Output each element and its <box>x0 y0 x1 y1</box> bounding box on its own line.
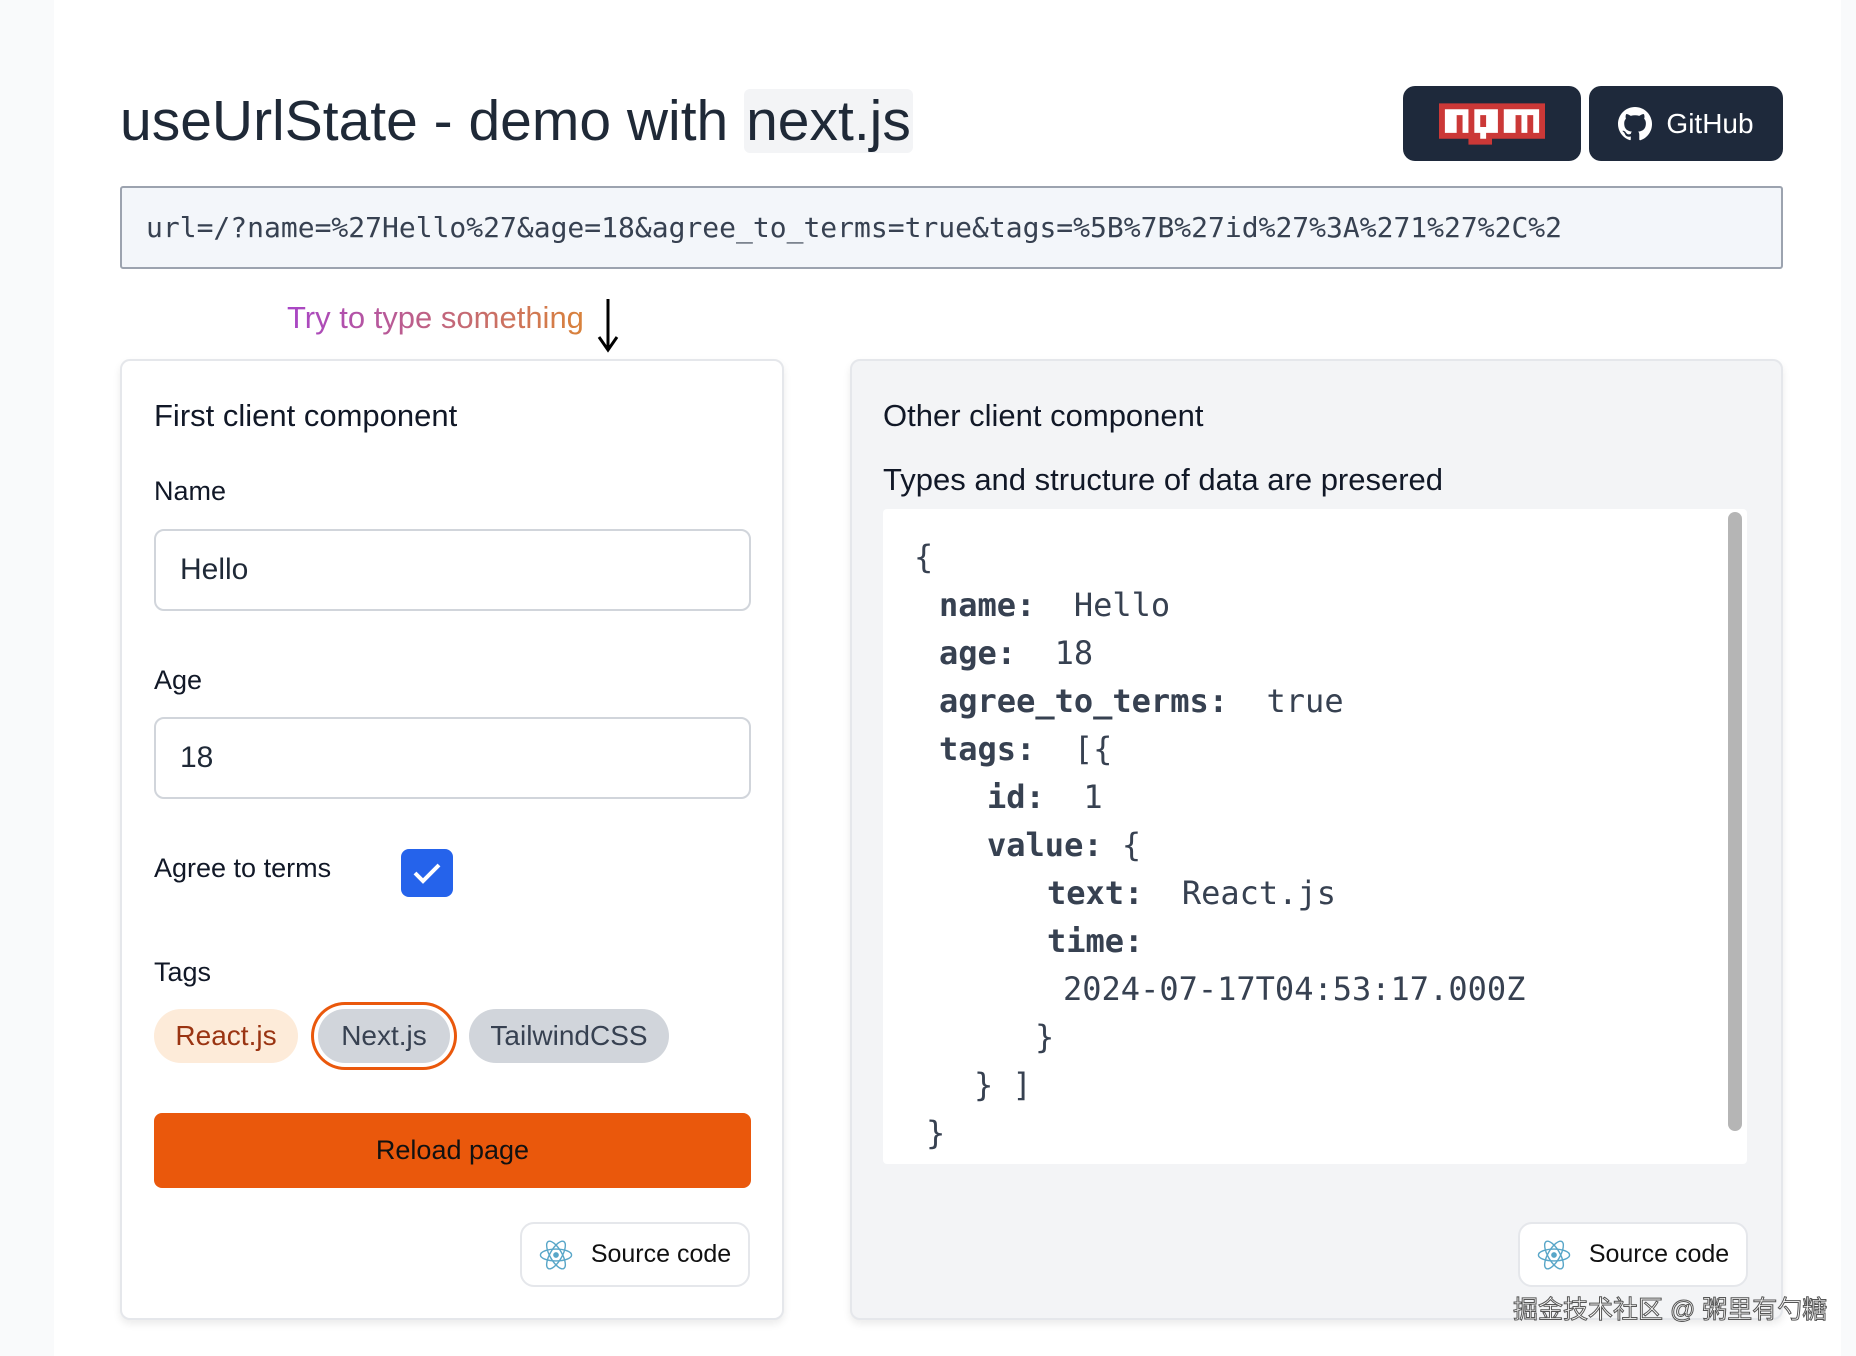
code-line: } ] <box>974 1066 1032 1104</box>
npm-button[interactable]: npm <box>1403 86 1581 161</box>
tag-tailwind[interactable]: TailwindCSS <box>469 1009 669 1063</box>
code-line: id: 1 <box>987 778 1103 816</box>
title-text: useUrlState - demo with <box>120 89 745 153</box>
code-line: text: React.js <box>1047 874 1336 912</box>
code-line: } <box>926 1114 946 1152</box>
agree-checkbox[interactable] <box>401 849 453 897</box>
scrollbar[interactable] <box>1728 512 1742 1131</box>
hint-text: Try to type something <box>287 300 584 335</box>
checkmark-icon <box>413 863 441 884</box>
code-line: agree_to_terms: true <box>939 682 1344 720</box>
code-line: value: { <box>987 826 1142 864</box>
page-title: useUrlState - demo with next.js <box>120 88 913 154</box>
code-line: tags: [{ <box>939 730 1113 768</box>
react-icon <box>1537 1239 1571 1270</box>
age-input[interactable]: 18 <box>154 717 751 799</box>
other-card-title: Other client component <box>883 398 1204 433</box>
code-line: age: 18 <box>939 634 1094 672</box>
name-input[interactable]: Hello <box>154 529 751 611</box>
code-line: } <box>1035 1018 1055 1056</box>
reload-button[interactable]: Reload page <box>154 1113 751 1188</box>
tag-react[interactable]: React.js <box>154 1009 298 1063</box>
other-card-subtitle: Types and structure of data are presered <box>883 462 1444 497</box>
github-button[interactable]: GitHub <box>1589 86 1783 161</box>
age-label: Age <box>154 665 203 695</box>
name-label: Name <box>154 476 227 506</box>
source-code-button[interactable]: Source code <box>520 1222 750 1287</box>
title-code: next.js <box>744 89 913 153</box>
github-icon <box>1618 106 1653 140</box>
source-code-label: Source code <box>590 1240 732 1268</box>
url-display: url=/?name=%27Hello%27&age=18&agree_to_t… <box>120 186 1783 269</box>
github-label: GitHub <box>1666 107 1754 139</box>
code-line: time: <box>1047 922 1144 960</box>
code-line: { <box>914 538 934 576</box>
tags-label: Tags <box>154 957 212 987</box>
source-code-label: Source code <box>1588 1240 1730 1268</box>
react-icon <box>539 1239 573 1270</box>
other-source-code-button[interactable]: Source code <box>1518 1222 1748 1287</box>
code-line: name: Hello <box>939 586 1171 624</box>
tag-next[interactable]: Next.js <box>318 1009 450 1063</box>
watermark: 掘金技术社区 @ 粥里有勺糖 <box>1512 1296 1828 1325</box>
json-viewer <box>883 509 1747 1164</box>
agree-label: Agree to terms <box>154 853 332 883</box>
code-line: 2024-07-17T04:53:17.000Z <box>1063 970 1526 1008</box>
npm-logo-icon <box>1439 102 1545 145</box>
first-card-title: First client component <box>154 398 458 433</box>
arrow-down-icon <box>597 299 619 353</box>
